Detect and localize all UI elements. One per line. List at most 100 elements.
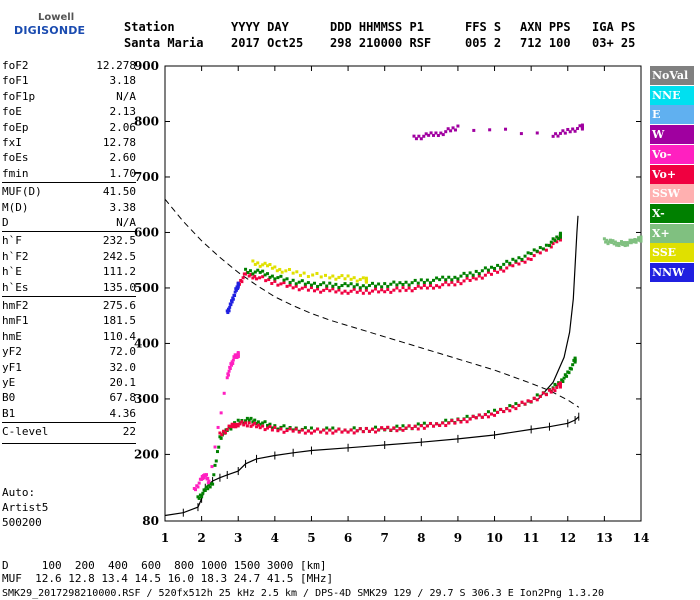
- echo-point: [291, 429, 295, 433]
- echo-point: [288, 427, 292, 431]
- echo-point: [623, 244, 627, 248]
- param-value: 12.78: [102, 136, 136, 149]
- echo-point: [468, 278, 472, 282]
- echo-point: [486, 415, 490, 419]
- echo-point: [337, 427, 341, 431]
- echo-point: [578, 124, 582, 128]
- echo-point: [229, 303, 233, 307]
- echo-point: [364, 280, 368, 284]
- echo-point: [266, 426, 270, 430]
- param-name: foF2: [2, 59, 29, 72]
- param-name: B1: [2, 406, 16, 420]
- echo-point: [334, 429, 338, 433]
- x-tick-label: 14: [633, 531, 650, 545]
- echo-point: [367, 291, 371, 295]
- param-name: h`Es: [2, 280, 29, 294]
- header-iga-label: IGA PS: [592, 20, 636, 34]
- echo-point: [439, 131, 443, 135]
- echo-point: [428, 422, 432, 426]
- param-value: N/A: [116, 216, 136, 229]
- echo-point: [465, 276, 469, 280]
- echo-point: [465, 274, 469, 278]
- param-row: h`E 111.2: [2, 264, 136, 279]
- echo-point: [319, 275, 323, 279]
- param-row: foEp 2.06: [2, 120, 136, 135]
- echo-point: [364, 286, 368, 290]
- echo-point: [256, 420, 260, 424]
- echo-point: [505, 407, 509, 411]
- echo-point: [380, 285, 384, 289]
- echo-point: [611, 239, 615, 243]
- echo-point: [340, 274, 344, 278]
- param-name: hmF2: [2, 299, 29, 312]
- x-tick-label: 3: [234, 531, 242, 545]
- param-name: foEp: [2, 120, 29, 134]
- footer-file-line: SMK29_2017298210000.RSF / 520fx512h 25 k…: [2, 588, 605, 599]
- echo-point: [514, 259, 518, 263]
- echo-point: [256, 423, 260, 427]
- echo-point: [361, 276, 365, 280]
- echo-point: [261, 269, 265, 273]
- echo-point: [215, 450, 219, 454]
- echo-point: [249, 272, 253, 276]
- param-value: 67.8: [109, 391, 137, 405]
- echo-point: [236, 352, 240, 356]
- echo-point: [219, 436, 223, 440]
- echo-point: [444, 130, 448, 134]
- echo-point: [288, 283, 292, 287]
- echo-point: [367, 429, 371, 433]
- echo-point: [316, 287, 320, 291]
- echo-point: [340, 430, 344, 434]
- echo-point: [558, 232, 562, 236]
- legend-item: SSW: [650, 184, 694, 204]
- echo-point: [358, 286, 362, 290]
- echo-point: [424, 132, 428, 136]
- echo-point: [435, 284, 439, 288]
- echo-point: [288, 281, 292, 285]
- echo-point: [322, 288, 326, 292]
- echo-point: [626, 243, 630, 247]
- echo-point: [294, 427, 298, 431]
- echo-point: [519, 132, 523, 136]
- echo-point: [412, 134, 416, 138]
- echo-point: [266, 272, 270, 276]
- echo-point: [263, 273, 267, 277]
- echo-point: [255, 421, 259, 425]
- echo-point: [629, 241, 633, 245]
- x-tick-label: 9: [454, 531, 462, 545]
- echo-point: [508, 404, 512, 408]
- param-row: fxI 12.78: [2, 135, 136, 150]
- echo-point: [325, 431, 329, 435]
- param-value: 242.5: [102, 249, 136, 263]
- echo-point: [204, 485, 208, 489]
- echo-point: [456, 418, 460, 422]
- echo-point: [389, 428, 393, 432]
- echo-point: [450, 278, 454, 282]
- echo-point: [462, 279, 466, 283]
- echo-point: [213, 463, 217, 467]
- echo-point: [486, 270, 490, 274]
- echo-point: [275, 269, 279, 273]
- echo-point: [255, 277, 259, 281]
- echo-point: [477, 413, 481, 417]
- echo-point: [297, 430, 301, 434]
- echo-point: [334, 290, 338, 294]
- echo-point: [197, 496, 201, 500]
- echo-point: [231, 358, 235, 362]
- echo-point: [325, 426, 329, 430]
- echo-point: [608, 238, 612, 242]
- echo-point: [604, 240, 608, 244]
- echo-point: [282, 430, 286, 434]
- echo-point: [386, 425, 390, 429]
- echo-point: [580, 125, 584, 129]
- echo-point: [472, 128, 476, 132]
- echo-point: [266, 264, 270, 268]
- echo-point: [432, 133, 436, 137]
- echo-point: [538, 246, 542, 250]
- echo-point: [535, 249, 539, 253]
- param-value: 3.38: [109, 200, 137, 214]
- echo-point: [493, 408, 497, 412]
- echo-point: [499, 408, 503, 412]
- y-tick-label: 80: [142, 514, 159, 528]
- echo-point: [236, 282, 240, 286]
